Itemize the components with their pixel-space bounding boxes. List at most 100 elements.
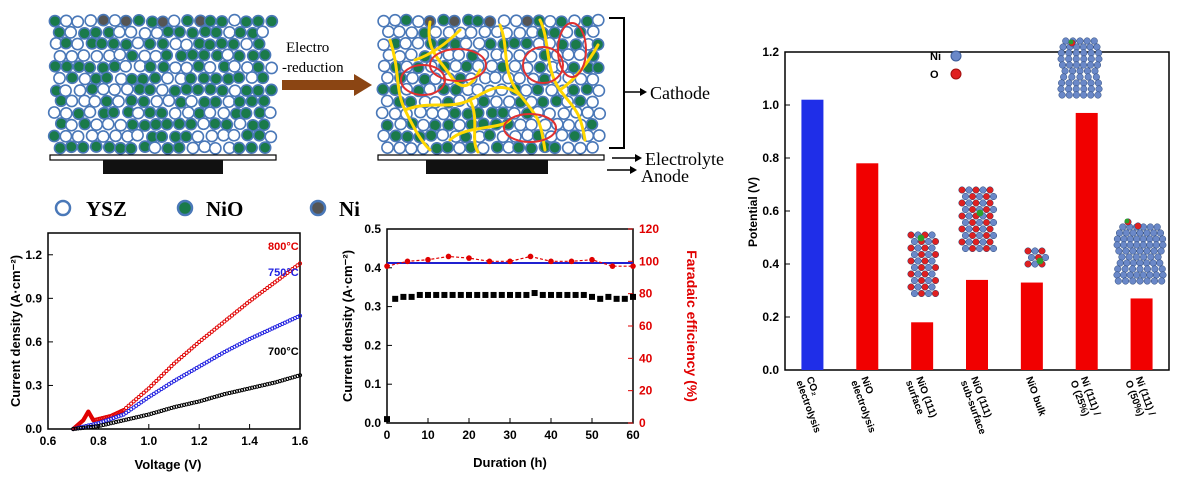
ni-particle bbox=[483, 15, 497, 29]
ysz-particle bbox=[113, 48, 127, 62]
nio-particle bbox=[138, 119, 152, 132]
legend-ni-atom: Ni bbox=[930, 51, 941, 63]
ysz-particle bbox=[543, 14, 557, 28]
iv-point bbox=[214, 325, 219, 330]
iv-point bbox=[159, 373, 164, 379]
iv-point bbox=[126, 403, 131, 408]
ysz-particle bbox=[53, 71, 66, 85]
ni-atom bbox=[979, 238, 987, 246]
nio-particle bbox=[567, 83, 581, 97]
o-atom-icon bbox=[950, 68, 962, 80]
current-point bbox=[507, 291, 513, 298]
iv-point bbox=[234, 309, 240, 314]
ni-atom bbox=[1065, 49, 1073, 57]
current-point bbox=[425, 291, 431, 298]
ni-atom bbox=[1129, 247, 1137, 255]
iv-point bbox=[247, 386, 252, 391]
ni-network bbox=[388, 18, 600, 154]
nio-particle bbox=[155, 130, 169, 143]
ysz-particle bbox=[198, 140, 211, 154]
o-atom bbox=[986, 225, 994, 233]
ysz-particle bbox=[108, 83, 122, 96]
arrow-label-1: Electro bbox=[286, 40, 329, 56]
ni-atom bbox=[1093, 61, 1102, 69]
o-atom bbox=[968, 244, 977, 253]
nio-particle bbox=[184, 117, 198, 131]
ysz-particle bbox=[405, 26, 419, 39]
iv-point bbox=[98, 423, 104, 428]
ysz-particle bbox=[591, 13, 605, 27]
ni-atom bbox=[924, 250, 933, 259]
nio-particle bbox=[536, 95, 550, 109]
ni-atom bbox=[975, 218, 984, 227]
nio-particle bbox=[83, 61, 97, 74]
ni-atom bbox=[1146, 271, 1154, 279]
o-atom bbox=[917, 276, 926, 285]
iv-point bbox=[250, 385, 255, 390]
ysz-particle bbox=[388, 107, 402, 121]
ysz-particle bbox=[112, 25, 126, 39]
ni-atom bbox=[1136, 247, 1144, 255]
ysz-particle bbox=[375, 106, 389, 120]
iv-point bbox=[199, 337, 204, 342]
iv-point bbox=[91, 418, 96, 423]
o-atom bbox=[1038, 247, 1046, 255]
y-tick-label: 0.8 bbox=[762, 151, 779, 165]
ysz-particle bbox=[228, 13, 241, 27]
current-point bbox=[580, 291, 587, 298]
network-path bbox=[427, 20, 482, 88]
nio-particle bbox=[64, 140, 78, 154]
ni-atom bbox=[961, 218, 970, 227]
ysz-particle bbox=[131, 128, 144, 142]
iv-point bbox=[116, 419, 121, 424]
o-atom bbox=[968, 218, 977, 227]
nio-particle bbox=[490, 140, 504, 154]
o-atom bbox=[958, 186, 966, 194]
iv-point bbox=[156, 376, 161, 381]
anode-block-before bbox=[103, 160, 223, 174]
iv-point bbox=[212, 327, 217, 332]
ni-atom bbox=[1116, 259, 1124, 267]
ni-atom bbox=[1121, 265, 1129, 273]
bar bbox=[1020, 282, 1043, 370]
ni-atom bbox=[1157, 247, 1165, 255]
ni-atom bbox=[1146, 235, 1154, 243]
ysz-particle bbox=[222, 95, 236, 109]
nio-particle bbox=[585, 118, 599, 131]
ysz-particle bbox=[217, 128, 230, 142]
nio-particle bbox=[54, 94, 68, 108]
y2-tick-label: 120 bbox=[639, 222, 659, 236]
ni-atom bbox=[1095, 55, 1103, 63]
ni-atom bbox=[1086, 43, 1094, 51]
nio-particle bbox=[251, 84, 265, 97]
ni-atom bbox=[1136, 277, 1144, 285]
category-label: NiOelectrolysis bbox=[848, 375, 888, 435]
potential-y-axis-label: Potential (V) bbox=[746, 177, 760, 247]
ysz-particle bbox=[449, 59, 463, 73]
nio-particle bbox=[148, 71, 162, 85]
iv-point bbox=[217, 323, 222, 328]
schematic-legend: YSZ NiO Ni bbox=[54, 197, 360, 221]
nio-particle bbox=[512, 141, 526, 154]
ni-atom bbox=[1057, 55, 1065, 63]
iv-point bbox=[171, 405, 177, 410]
ni-atom bbox=[1031, 260, 1039, 268]
ni-atom bbox=[1058, 91, 1066, 99]
network-path bbox=[413, 28, 462, 62]
ni-atom bbox=[961, 192, 970, 201]
iv-point bbox=[202, 335, 207, 340]
iv-point bbox=[222, 392, 227, 397]
ni-atom bbox=[1154, 253, 1162, 261]
ni-atom bbox=[1076, 37, 1084, 45]
nio-particle bbox=[197, 48, 211, 62]
ni-atom bbox=[975, 244, 984, 253]
iv-point bbox=[192, 400, 197, 405]
ni-atom bbox=[1084, 73, 1092, 81]
ysz-particle bbox=[452, 48, 466, 62]
ni-atom bbox=[1031, 247, 1039, 255]
ni-atom bbox=[1065, 85, 1073, 93]
electrolyte-pointer-head bbox=[635, 154, 642, 162]
y-tick-label: 0.1 bbox=[364, 377, 381, 391]
ysz-particle bbox=[377, 14, 391, 28]
nio-particle bbox=[252, 37, 266, 51]
